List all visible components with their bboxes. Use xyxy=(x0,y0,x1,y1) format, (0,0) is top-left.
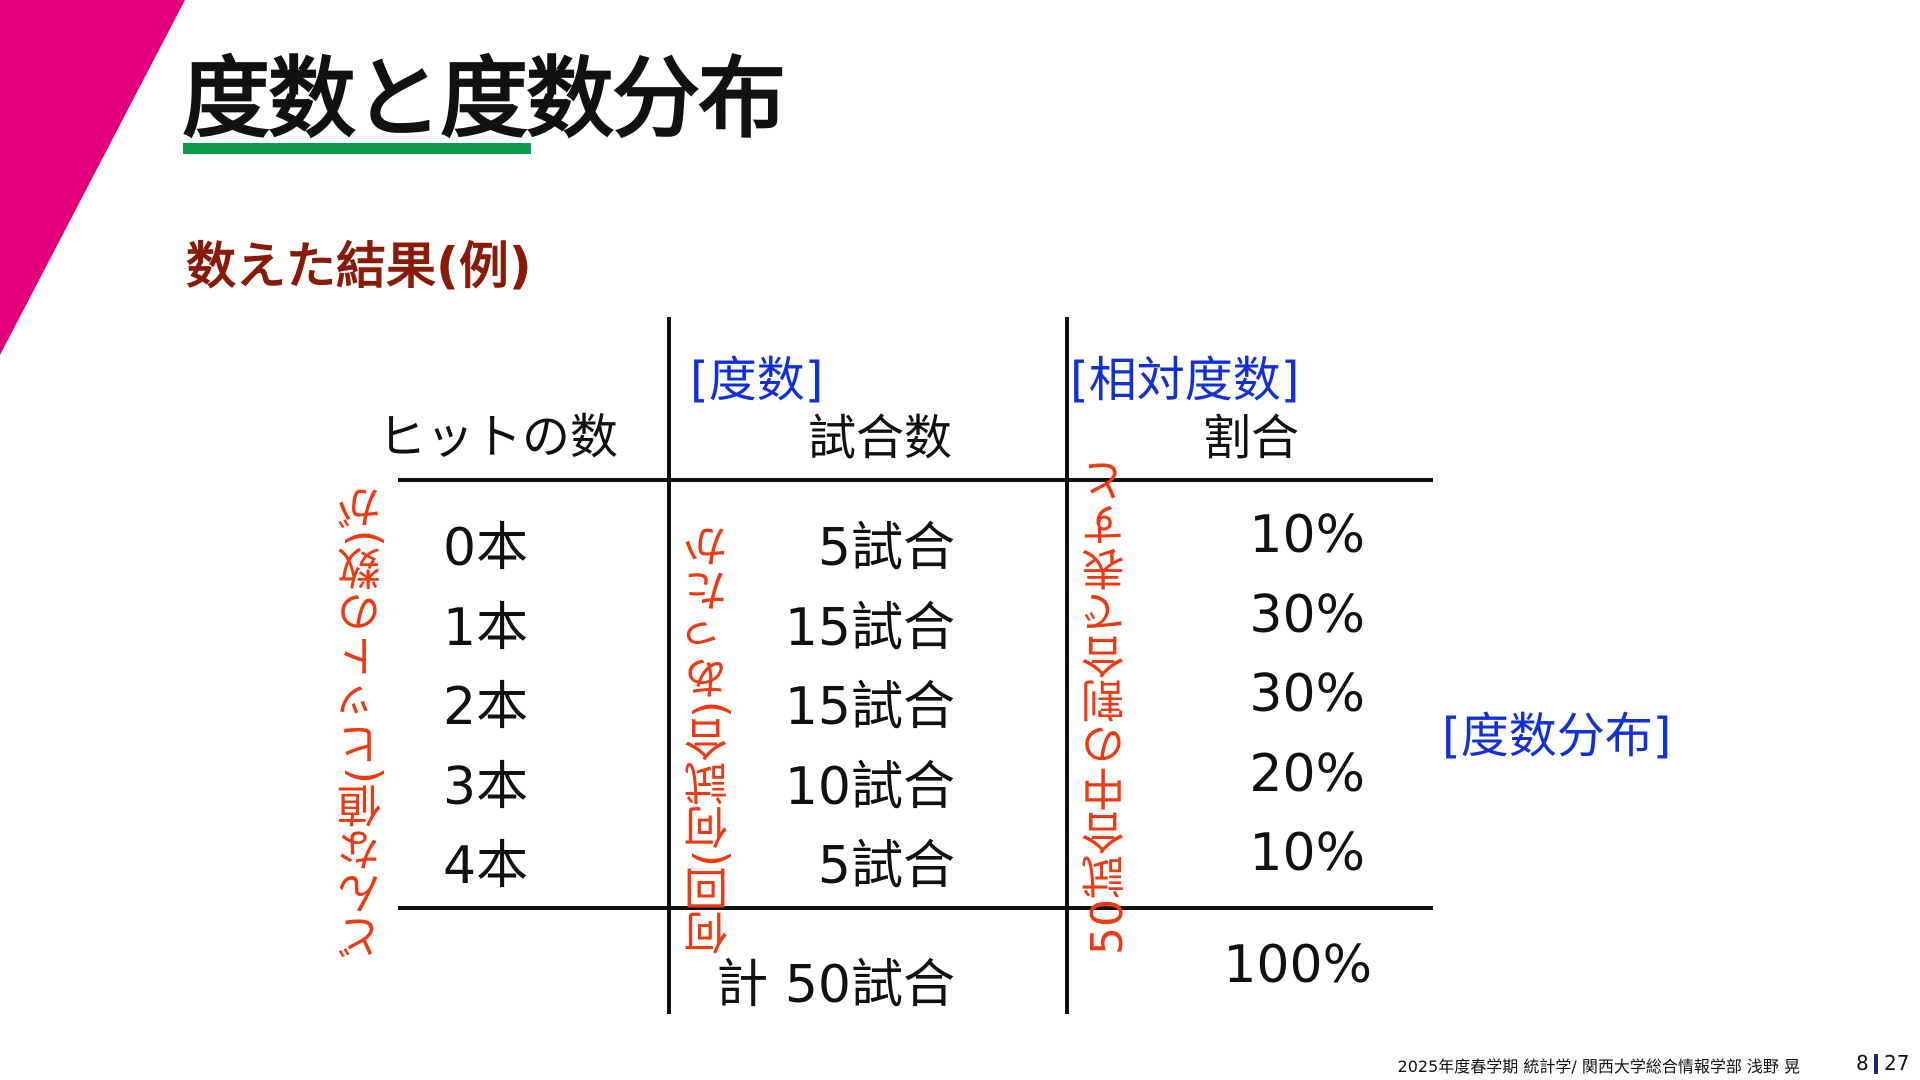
total-rule xyxy=(398,906,1433,910)
page-separator xyxy=(1874,1054,1878,1074)
table-row-ratio: 30% xyxy=(1249,664,1365,724)
total-games: 計 50試合 xyxy=(716,955,955,1015)
slide-title: 度数と度数分布 xyxy=(182,47,786,150)
title-underline xyxy=(183,143,531,154)
table-row-ratio: 10% xyxy=(1249,505,1365,565)
total-ratio: 100% xyxy=(1223,935,1372,995)
distribution-label: [度数分布] xyxy=(1442,708,1672,764)
column-divider-2 xyxy=(1065,317,1069,1014)
section-subtitle: 数えた結果(例) xyxy=(186,237,532,295)
table-row-count: 5試合 xyxy=(817,836,955,896)
table-row-ratio: 30% xyxy=(1249,585,1365,645)
table-row-value: 3本 xyxy=(443,757,529,817)
frequency-label: [度数] xyxy=(690,352,824,408)
table-row-count: 5試合 xyxy=(817,518,955,578)
table-row-count: 15試合 xyxy=(784,677,955,737)
header-rule xyxy=(398,478,1433,482)
corner-decoration xyxy=(0,0,185,355)
table-row-ratio: 10% xyxy=(1249,823,1365,883)
count-annotation: 何回(何試合)あったか xyxy=(685,524,736,955)
header-hit-count: ヒットの数 xyxy=(378,409,619,465)
table-row-value: 4本 xyxy=(443,836,529,896)
ratio-annotation: 50試合中の割合で表すと xyxy=(1082,459,1133,955)
table-row-value: 2本 xyxy=(443,677,529,737)
header-games: 試合数 xyxy=(808,410,953,466)
table-row-count: 15試合 xyxy=(784,598,955,658)
table-row-count: 10試合 xyxy=(784,757,955,817)
table-row-ratio: 20% xyxy=(1249,744,1365,804)
column-divider-1 xyxy=(667,317,671,1014)
table-row-value: 1本 xyxy=(443,598,529,658)
header-ratio: 割合 xyxy=(1203,410,1300,466)
table-row-value: 0本 xyxy=(443,518,529,578)
page-total: 27 xyxy=(1884,1051,1910,1075)
page-current: 8 xyxy=(1856,1051,1869,1075)
footer-course-info: 2025年度春学期 統計学/ 関西大学総合情報学部 浅野 晃 xyxy=(1397,1057,1800,1076)
relative-frequency-label: [相対度数] xyxy=(1070,352,1300,408)
values-annotation: どんな値(ヒットの数)が xyxy=(338,485,389,960)
